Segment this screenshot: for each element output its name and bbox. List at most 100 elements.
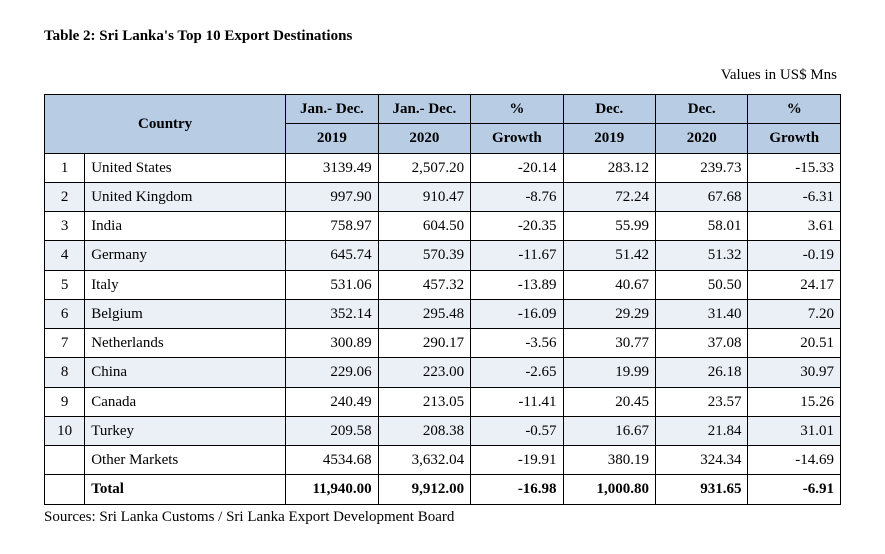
d2019-cell: 16.67 — [563, 416, 655, 445]
rank-cell: 6 — [45, 299, 85, 328]
col-jd2019-b: 2019 — [286, 124, 378, 153]
growth2-cell: -6.31 — [748, 182, 841, 211]
table-row: 5Italy531.06457.32-13.8940.6750.5024.17 — [45, 270, 841, 299]
d2020-cell: 931.65 — [656, 475, 748, 504]
rank-cell: 1 — [45, 153, 85, 182]
jd2020-cell: 604.50 — [378, 212, 470, 241]
growth1-cell: -20.14 — [471, 153, 563, 182]
rank-cell: 3 — [45, 212, 85, 241]
country-cell: Netherlands — [85, 329, 286, 358]
col-country: Country — [45, 95, 286, 154]
growth1-cell: -13.89 — [471, 270, 563, 299]
country-cell: Germany — [85, 241, 286, 270]
jd2020-cell: 570.39 — [378, 241, 470, 270]
header-row: Country Jan.- Dec. Jan.- Dec. % Dec. Dec… — [45, 95, 841, 124]
col-jd2020-a: Jan.- Dec. — [378, 95, 470, 124]
table-row: 10Turkey209.58208.38-0.5716.6721.8431.01 — [45, 416, 841, 445]
d2019-cell: 29.29 — [563, 299, 655, 328]
growth2-cell: 7.20 — [748, 299, 841, 328]
growth2-cell: 30.97 — [748, 358, 841, 387]
table-row: 6Belgium352.14295.48-16.0929.2931.407.20 — [45, 299, 841, 328]
table-row: 7Netherlands300.89290.17-3.5630.7737.082… — [45, 329, 841, 358]
d2019-cell: 51.42 — [563, 241, 655, 270]
country-cell: United Kingdom — [85, 182, 286, 211]
exports-table: Country Jan.- Dec. Jan.- Dec. % Dec. Dec… — [44, 94, 841, 505]
growth2-cell: 31.01 — [748, 416, 841, 445]
growth1-cell: -19.91 — [471, 446, 563, 475]
jd2020-cell: 213.05 — [378, 387, 470, 416]
jd2019-cell: 11,940.00 — [286, 475, 378, 504]
d2020-cell: 50.50 — [656, 270, 748, 299]
growth1-cell: -3.56 — [471, 329, 563, 358]
d2020-cell: 324.34 — [656, 446, 748, 475]
table-row: 8China229.06223.00-2.6519.9926.1830.97 — [45, 358, 841, 387]
table-row: Other Markets4534.683,632.04-19.91380.19… — [45, 446, 841, 475]
d2020-cell: 67.68 — [656, 182, 748, 211]
country-cell: Canada — [85, 387, 286, 416]
jd2020-cell: 9,912.00 — [378, 475, 470, 504]
growth1-cell: -16.09 — [471, 299, 563, 328]
d2020-cell: 37.08 — [656, 329, 748, 358]
jd2020-cell: 290.17 — [378, 329, 470, 358]
jd2019-cell: 3139.49 — [286, 153, 378, 182]
d2020-cell: 51.32 — [656, 241, 748, 270]
jd2019-cell: 229.06 — [286, 358, 378, 387]
growth2-cell: -0.19 — [748, 241, 841, 270]
rank-cell: 10 — [45, 416, 85, 445]
d2019-cell: 20.45 — [563, 387, 655, 416]
country-cell: Other Markets — [85, 446, 286, 475]
col-g1-a: % — [471, 95, 563, 124]
col-g1-b: Growth — [471, 124, 563, 153]
d2020-cell: 31.40 — [656, 299, 748, 328]
growth1-cell: -8.76 — [471, 182, 563, 211]
col-g2-b: Growth — [748, 124, 841, 153]
col-d2019-b: 2019 — [563, 124, 655, 153]
country-cell: India — [85, 212, 286, 241]
d2019-cell: 72.24 — [563, 182, 655, 211]
rank-cell — [45, 446, 85, 475]
d2020-cell: 23.57 — [656, 387, 748, 416]
jd2019-cell: 300.89 — [286, 329, 378, 358]
table-row: 3India758.97604.50-20.3555.9958.013.61 — [45, 212, 841, 241]
rank-cell: 2 — [45, 182, 85, 211]
jd2019-cell: 209.58 — [286, 416, 378, 445]
growth1-cell: -11.67 — [471, 241, 563, 270]
d2020-cell: 26.18 — [656, 358, 748, 387]
d2020-cell: 58.01 — [656, 212, 748, 241]
country-cell: China — [85, 358, 286, 387]
growth2-cell: -15.33 — [748, 153, 841, 182]
country-cell: Belgium — [85, 299, 286, 328]
jd2019-cell: 4534.68 — [286, 446, 378, 475]
growth2-cell: -6.91 — [748, 475, 841, 504]
d2019-cell: 380.19 — [563, 446, 655, 475]
rank-cell: 8 — [45, 358, 85, 387]
table-row: 1United States3139.492,507.20-20.14283.1… — [45, 153, 841, 182]
growth1-cell: -16.98 — [471, 475, 563, 504]
growth1-cell: -0.57 — [471, 416, 563, 445]
col-jd2019-a: Jan.- Dec. — [286, 95, 378, 124]
jd2020-cell: 295.48 — [378, 299, 470, 328]
jd2020-cell: 3,632.04 — [378, 446, 470, 475]
jd2019-cell: 352.14 — [286, 299, 378, 328]
source-note: Sources: Sri Lanka Customs / Sri Lanka E… — [44, 509, 841, 526]
growth1-cell: -20.35 — [471, 212, 563, 241]
col-d2020-b: 2020 — [656, 124, 748, 153]
growth2-cell: 24.17 — [748, 270, 841, 299]
col-d2019-a: Dec. — [563, 95, 655, 124]
jd2020-cell: 457.32 — [378, 270, 470, 299]
rank-cell: 7 — [45, 329, 85, 358]
country-cell: Italy — [85, 270, 286, 299]
jd2020-cell: 910.47 — [378, 182, 470, 211]
rank-cell: 5 — [45, 270, 85, 299]
table-row: 2United Kingdom997.90910.47-8.7672.2467.… — [45, 182, 841, 211]
jd2019-cell: 531.06 — [286, 270, 378, 299]
d2020-cell: 21.84 — [656, 416, 748, 445]
table-row: Total11,940.009,912.00-16.981,000.80931.… — [45, 475, 841, 504]
d2020-cell: 239.73 — [656, 153, 748, 182]
jd2019-cell: 645.74 — [286, 241, 378, 270]
table-row: 4Germany645.74570.39-11.6751.4251.32-0.1… — [45, 241, 841, 270]
rank-cell: 9 — [45, 387, 85, 416]
growth2-cell: 20.51 — [748, 329, 841, 358]
d2019-cell: 30.77 — [563, 329, 655, 358]
growth2-cell: 15.26 — [748, 387, 841, 416]
